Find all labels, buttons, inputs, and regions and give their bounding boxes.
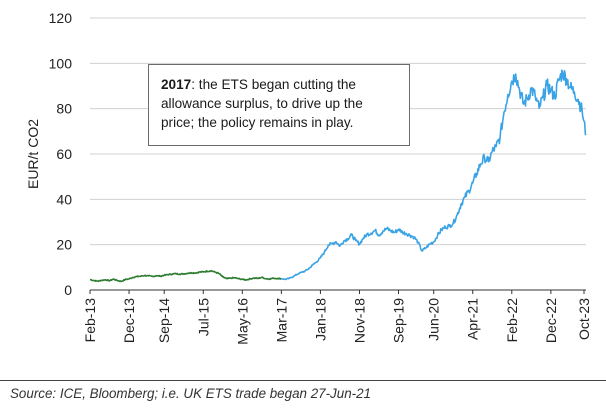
x-tick-label: Nov-18 — [351, 298, 367, 343]
x-tick-label: Apr-21 — [465, 298, 481, 340]
y-axis-label: EUR/t CO2 — [25, 119, 41, 189]
y-tick-label: 100 — [49, 55, 73, 71]
y-tick-label: 60 — [56, 146, 72, 162]
y-axis-tick-labels: 0 20 40 60 80 100 120 — [49, 10, 73, 298]
ets-price-chart: 0 20 40 60 80 100 120 Feb-13 Dec-13 Sep-14 Jul-15… — [25, 10, 592, 345]
y-tick-label: 40 — [56, 191, 72, 207]
x-tick-label: Jun-20 — [426, 298, 442, 341]
annotation-line-2: allowance surplus, to drive up the — [161, 96, 363, 111]
x-axis-tick-labels: Feb-13 Dec-13 Sep-14 Jul-15 May-16 Mar-17 Jan-… — [82, 290, 592, 345]
y-tick-label: 80 — [56, 101, 72, 117]
x-tick-label: Sep-14 — [156, 298, 172, 343]
annotation-bold-year: 2017 — [161, 77, 192, 92]
series-line-post-2017 — [281, 69, 587, 281]
series-line-pre-2017 — [89, 269, 282, 283]
x-tick-label: Feb-13 — [82, 298, 98, 343]
x-tick-label: May-16 — [234, 298, 250, 345]
x-tick-label: Dec-22 — [543, 298, 559, 343]
y-tick-label: 0 — [64, 282, 72, 298]
annotation-line-1: 2017: the ETS began cutting the — [161, 75, 397, 94]
annotation-text-1: : the ETS began cutting the — [191, 77, 356, 92]
source-divider — [0, 380, 606, 381]
annotation-line-3: price; the policy remains in play. — [161, 115, 354, 130]
x-tick-label: Jul-15 — [195, 298, 211, 336]
x-tick-label: Feb-22 — [504, 298, 520, 343]
series-lines — [89, 69, 587, 283]
x-tick-label: Jan-18 — [312, 298, 328, 341]
x-tick-label: Sep-19 — [391, 298, 407, 343]
x-tick-label: Dec-13 — [121, 298, 137, 343]
x-tick-label: Mar-17 — [273, 298, 289, 343]
y-tick-label: 20 — [56, 237, 72, 253]
annotation-box: 2017: the ETS began cutting the allowanc… — [148, 64, 410, 146]
source-note: Source: ICE, Bloomberg; i.e. UK ETS trad… — [10, 386, 371, 401]
y-tick-label: 120 — [49, 10, 73, 26]
x-tick-label: Oct-23 — [576, 298, 592, 340]
